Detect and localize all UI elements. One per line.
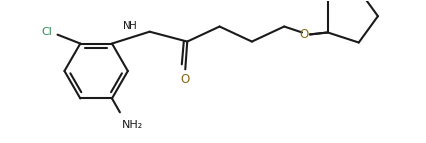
Text: NH₂: NH₂ [122,120,143,130]
Text: Cl: Cl [42,27,52,37]
Text: O: O [181,73,190,86]
Text: H: H [129,21,137,31]
Text: N: N [123,21,131,31]
Text: O: O [299,28,308,41]
